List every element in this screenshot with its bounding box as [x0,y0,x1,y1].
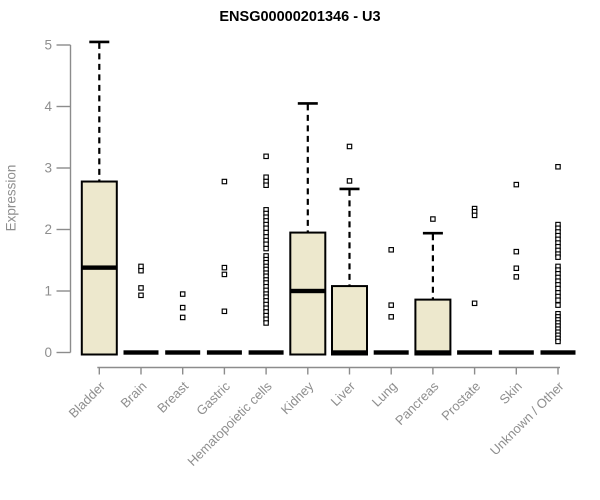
box-pancreas [414,298,452,356]
outlier-point [513,274,520,280]
box-kidney [289,231,327,356]
x-tick-label-skin: Skin [496,379,524,407]
outlier-point [388,247,394,253]
outlier-point [513,181,520,188]
x-tick-label-lung: Lung [369,379,400,410]
outlier-point [388,302,394,308]
median-kidney [290,288,326,294]
outlier-point [555,254,561,260]
outlier-point [263,245,269,252]
x-tick-label-bladder: Bladder [66,378,109,421]
outlier-point [263,320,269,326]
median-unknown-other [540,350,576,355]
x-tick-label-pancreas: Pancreas [392,378,442,428]
median-brain [123,350,159,355]
x-tick-label-prostate: Prostate [438,379,483,424]
outlier-point [388,314,394,320]
outlier-point [179,291,186,297]
median-gastric [206,350,242,355]
box-liver [331,285,368,356]
y-tick-label: 0 [44,345,52,360]
median-liver [332,350,367,355]
y-tick-label: 5 [44,38,52,53]
chart-title: ENSG00000201346 - U3 [219,9,381,25]
x-tick-label-kidney: Kidney [278,378,317,417]
median-bladder [81,265,117,270]
outlier-point [555,338,561,345]
median-pancreas [415,350,451,355]
outlier-point [471,212,478,219]
median-breast [165,350,201,355]
outlier-point [430,216,436,222]
median-skin [498,350,534,355]
y-tick-label: 1 [44,284,52,299]
outlier-point [179,304,186,311]
x-tick-label-gastric: Gastric [193,378,233,418]
x-tick-label-liver: Liver [328,378,359,409]
outlier-point [221,178,228,185]
outlier-point [471,300,478,307]
outlier-point [346,143,353,150]
outlier-point [221,264,228,271]
median-hematopoietic-cells [248,350,284,355]
outlier-point [138,285,144,291]
outlier-point [555,302,561,308]
y-tick-label: 2 [44,222,52,237]
outlier-point [346,178,353,184]
outlier-point [263,182,269,188]
outlier-point [221,271,228,278]
outlier-point [555,163,561,170]
outlier-point [179,314,186,321]
x-tick-label-breast: Breast [154,378,191,415]
median-lung [373,350,409,355]
y-tick-label: 3 [44,161,52,176]
outlier-point [555,297,561,303]
outlier-point [138,292,144,299]
median-prostate [457,350,493,355]
x-tick-label-brain: Brain [118,379,150,411]
outlier-point [221,308,228,315]
y-tick-label: 4 [44,99,52,114]
outlier-point [263,153,269,160]
outlier-point [513,265,520,272]
outlier-point [138,267,144,274]
outlier-point [513,248,520,255]
x-tick-label-unknown-other: Unknown / Other [487,378,567,458]
